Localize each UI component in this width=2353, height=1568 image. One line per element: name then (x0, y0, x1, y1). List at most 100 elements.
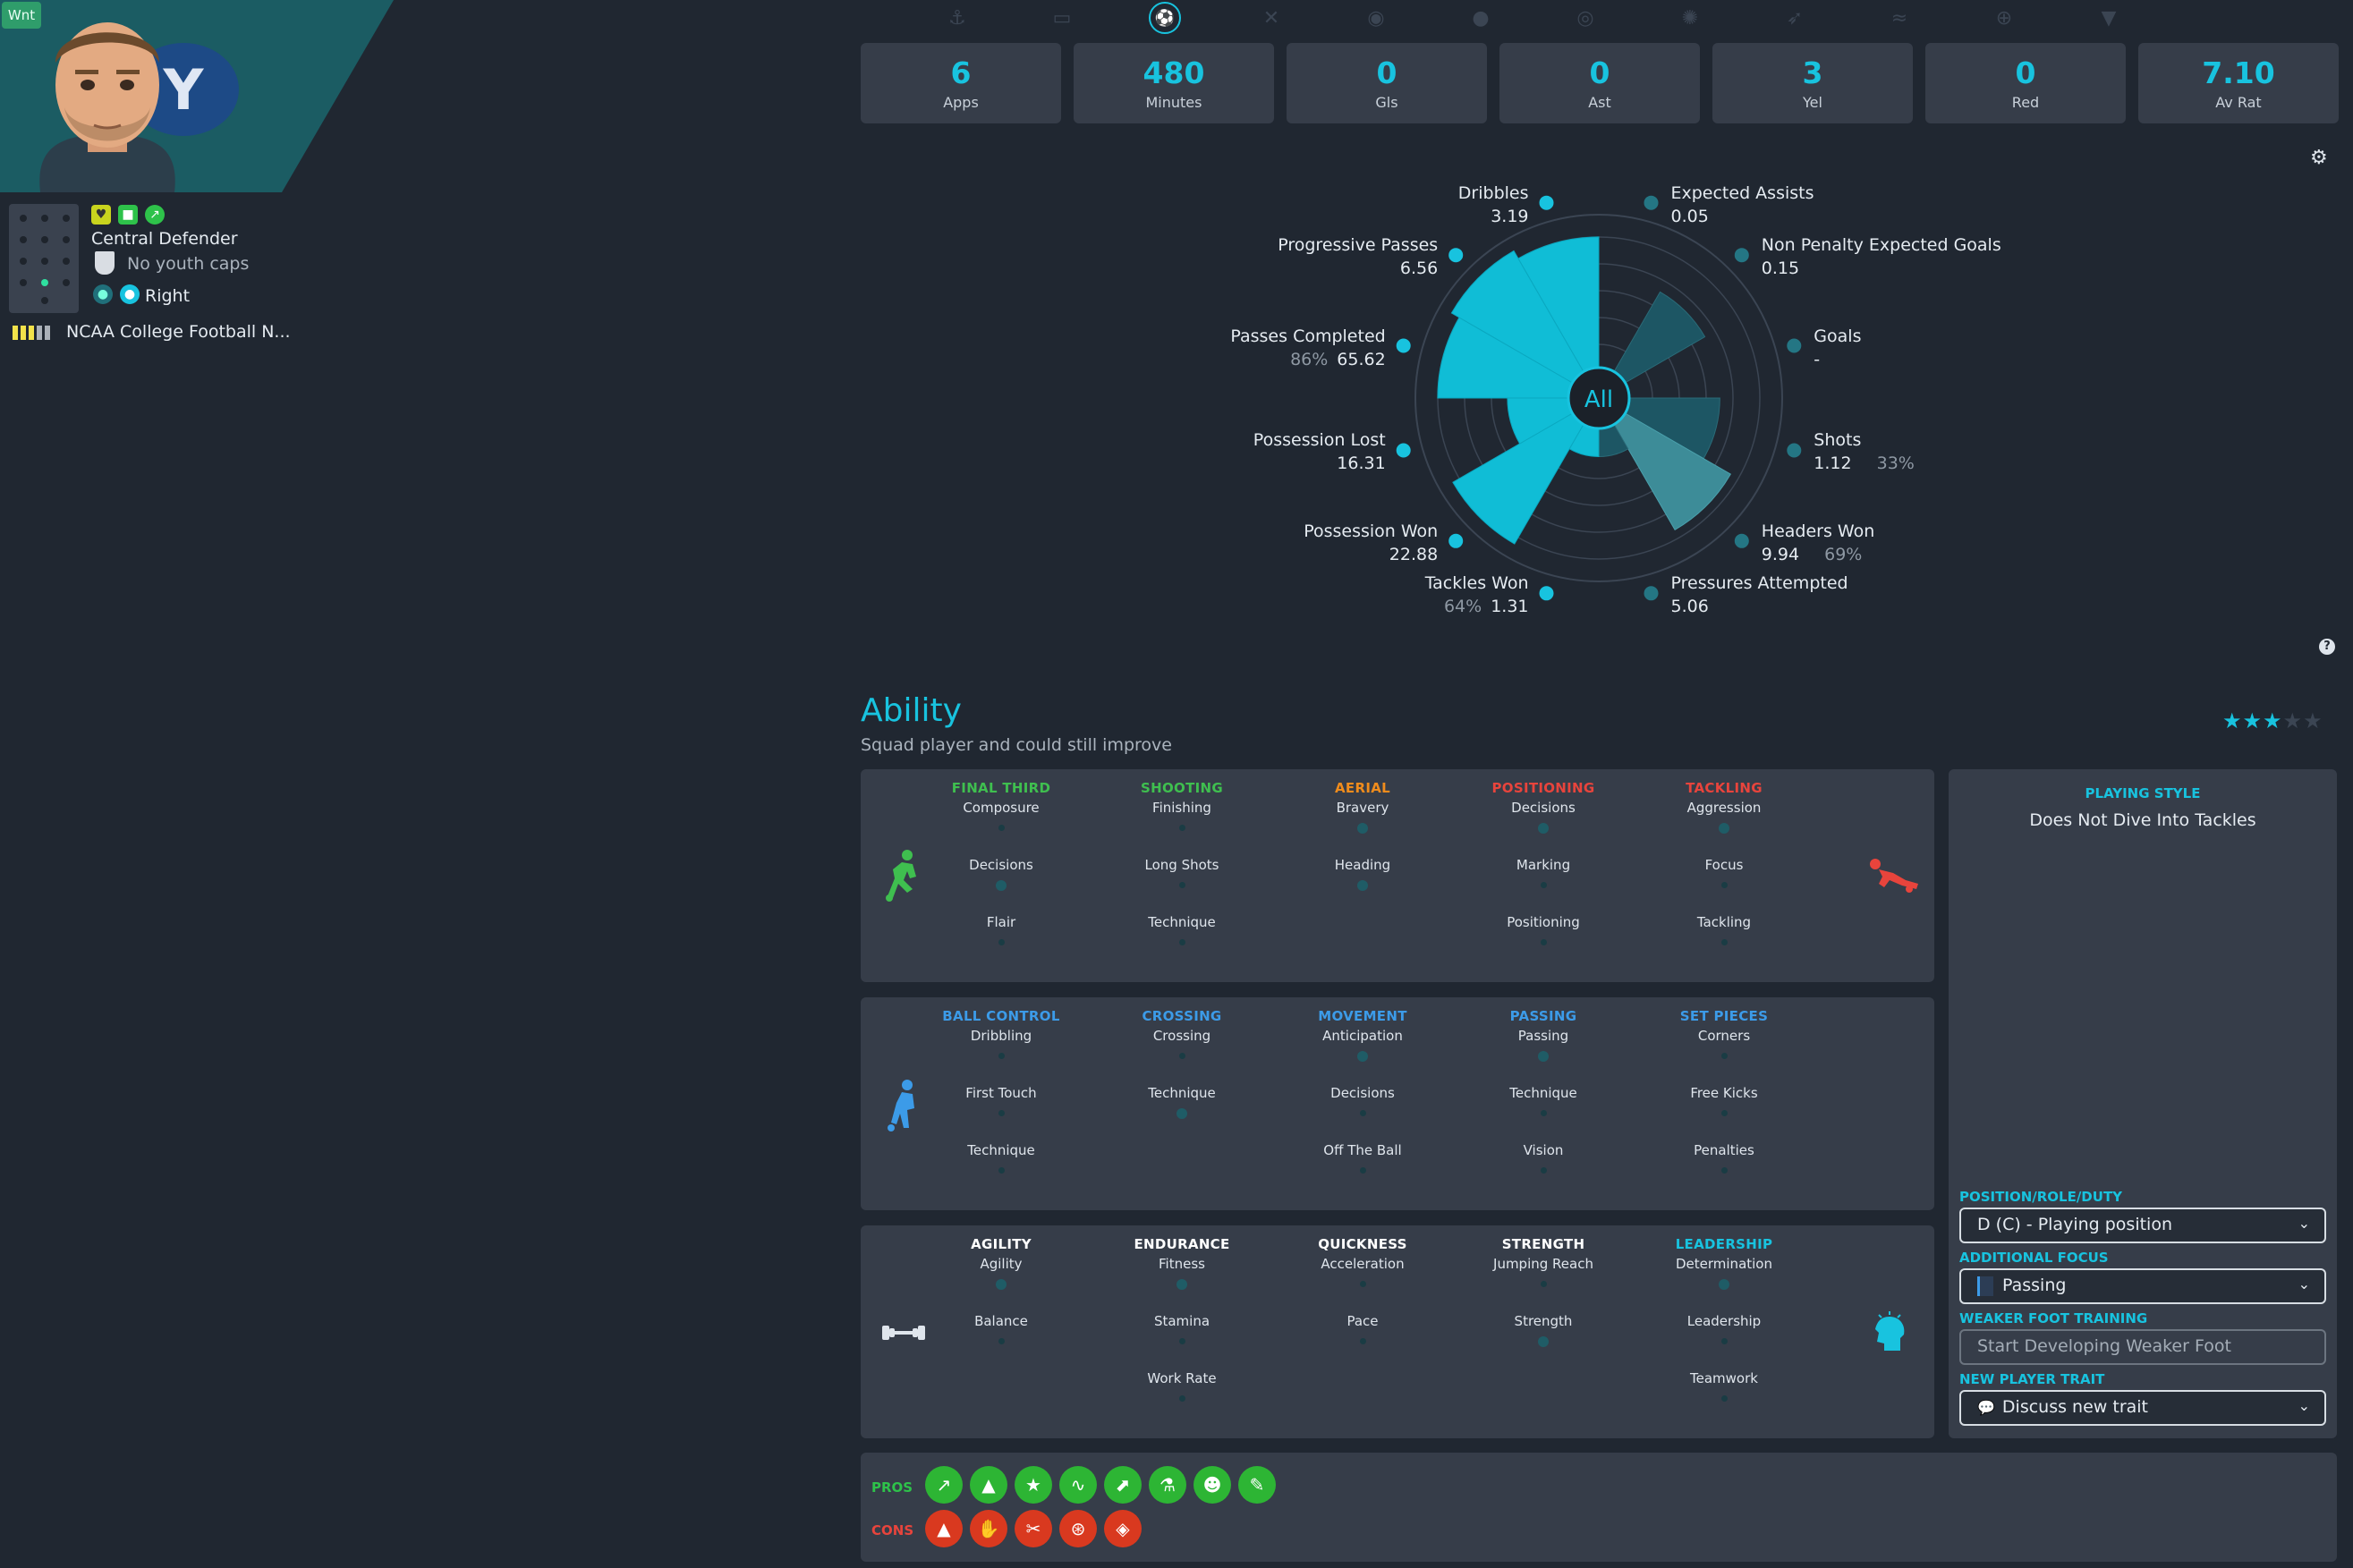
radar-point (1539, 586, 1554, 601)
pass-icon[interactable]: ➶ (1786, 6, 1804, 30)
attribute-item[interactable]: Vision (1458, 1142, 1628, 1199)
weaker-foot-button[interactable]: Start Developing Weaker Foot (1959, 1329, 2326, 1365)
player-development-panel: PLAYING STYLE Does Not Dive Into Tackles (1949, 769, 2337, 1438)
wave-icon[interactable]: ≈ (1890, 6, 1908, 30)
attribute-item[interactable]: Technique (916, 1142, 1086, 1199)
attribute-item[interactable]: First Touch (916, 1085, 1086, 1142)
attribute-item[interactable]: Passing (1458, 1028, 1628, 1085)
settings-gear-icon[interactable]: ⚙ (2310, 147, 2328, 169)
attribute-item[interactable]: Anticipation (1278, 1028, 1448, 1085)
radar-label: Pressures Attempted 5.06 (1670, 573, 1848, 617)
cone-face-icon[interactable]: ▲ (925, 1510, 963, 1547)
attribute-label: Penalties (1694, 1142, 1754, 1158)
attribute-item[interactable]: Technique (1097, 1085, 1267, 1142)
chevron-down-icon: ⌄ (2298, 1397, 2310, 1414)
wheel-icon[interactable]: ✺ (1681, 6, 1699, 30)
attribute-group-movement: MOVEMENT Anticipation Decisions Off The Bal… (1278, 1008, 1448, 1199)
help-icon[interactable]: ? (2319, 639, 2335, 655)
attribute-item[interactable]: Stamina (1097, 1313, 1267, 1370)
speech-bubble-icon: 💬 (1977, 1399, 1995, 1416)
attribute-item[interactable]: Acceleration (1278, 1256, 1448, 1313)
attribute-item[interactable]: Bravery (1278, 800, 1448, 857)
attribute-item[interactable]: Crossing (1097, 1028, 1267, 1085)
attribute-item[interactable]: Heading (1278, 857, 1448, 914)
stat-minutes[interactable]: 480 Minutes (1074, 43, 1274, 123)
flask-icon[interactable]: ⚗ (1149, 1466, 1186, 1504)
attribute-item[interactable]: Decisions (1278, 1085, 1448, 1142)
attribute-item[interactable]: Strength (1458, 1313, 1628, 1370)
cross-icon[interactable]: ✕ (1262, 6, 1280, 30)
trend-icon[interactable]: ↗ (925, 1466, 963, 1504)
attribute-item[interactable]: Finishing (1097, 800, 1267, 857)
star-icon: ★ (2242, 708, 2264, 733)
attribute-item[interactable]: Technique (1097, 914, 1267, 971)
stat-yel[interactable]: 3 Yel (1712, 43, 1913, 123)
scissors-icon[interactable]: ✂ (1015, 1510, 1052, 1547)
attribute-label: Decisions (1330, 1085, 1395, 1101)
handshake-icon[interactable]: ✋ (970, 1510, 1007, 1547)
crosshair-icon[interactable]: ⊕ (1995, 6, 2013, 30)
attribute-item[interactable]: Agility (916, 1256, 1086, 1313)
attribute-item[interactable]: Balance (916, 1313, 1086, 1370)
star-icon[interactable]: ★ (1015, 1466, 1052, 1504)
car-icon[interactable]: ▭ (1052, 6, 1072, 30)
stat-ast[interactable]: 0 Ast (1499, 43, 1700, 123)
attribute-group-heading: ENDURANCE (1134, 1236, 1230, 1252)
attribute-rating-dot (998, 1053, 1005, 1059)
attribute-item[interactable]: Off The Ball (1278, 1142, 1448, 1199)
club-name[interactable]: NCAA College Football N... (66, 322, 291, 342)
position-role-duty-dropdown[interactable]: D (C) - Playing position ⌄ (1959, 1208, 2326, 1243)
attribute-item[interactable]: Pace (1278, 1313, 1448, 1370)
target-icon[interactable]: ◎ (1576, 6, 1594, 30)
stat-av-rat[interactable]: 7.10 Av Rat (2138, 43, 2339, 123)
attribute-item[interactable]: Penalties (1639, 1142, 1809, 1199)
radar-label: Non Penalty Expected Goals 0.15 (1761, 235, 2001, 279)
ball-icon[interactable]: ● (1472, 6, 1490, 30)
avatar (39, 22, 175, 192)
ability-title: Ability (861, 692, 962, 729)
attribute-item[interactable]: Free Kicks (1639, 1085, 1809, 1142)
attribute-group-heading: TACKLING (1686, 780, 1763, 796)
stat-red[interactable]: 0 Red (1925, 43, 2126, 123)
cone-icon[interactable]: ▲ (970, 1466, 1007, 1504)
bandage-icon[interactable]: ✎ (1238, 1466, 1276, 1504)
stat-gls[interactable]: 0 Gls (1287, 43, 1487, 123)
attribute-item[interactable]: Flair (916, 914, 1086, 971)
attribute-item[interactable]: Decisions (1458, 800, 1628, 857)
attribute-item[interactable]: Jumping Reach (1458, 1256, 1628, 1313)
attribute-item[interactable]: Work Rate (1097, 1370, 1267, 1428)
head-icon[interactable]: ☻ (1193, 1466, 1231, 1504)
cone-target-icon[interactable]: ◈ (1104, 1510, 1142, 1547)
attribute-item[interactable]: Marking (1458, 857, 1628, 914)
radar-ring (1544, 343, 1653, 453)
anchor-icon[interactable]: ⚓ (948, 6, 966, 30)
eye-icon[interactable]: ◉ (1367, 6, 1385, 30)
attribute-item[interactable]: Corners (1639, 1028, 1809, 1085)
wave-icon[interactable]: ∿ (1059, 1466, 1097, 1504)
attribute-rating-dot (998, 825, 1005, 831)
attribute-item[interactable]: Composure (916, 800, 1086, 857)
additional-focus-dropdown[interactable]: Passing ⌄ (1959, 1268, 2326, 1304)
attribute-rating-dot (1720, 882, 1728, 888)
attribute-item[interactable]: Focus (1639, 857, 1809, 914)
attribute-label: Technique (1509, 1085, 1577, 1101)
attribute-item[interactable]: Leadership (1639, 1313, 1809, 1370)
attribute-item[interactable]: Determination (1639, 1256, 1809, 1313)
radar-sector (1613, 291, 1706, 384)
wolf-icon[interactable]: ▼ (2101, 6, 2117, 30)
wanted-badge[interactable]: Wnt (2, 2, 41, 29)
attribute-item[interactable]: Dribbling (916, 1028, 1086, 1085)
attribute-item[interactable]: Tackling (1639, 914, 1809, 971)
attribute-item[interactable]: Teamwork (1639, 1370, 1809, 1428)
attribute-item[interactable]: Long Shots (1097, 857, 1267, 914)
stat-apps[interactable]: 6 Apps (861, 43, 1061, 123)
attribute-item[interactable]: Fitness (1097, 1256, 1267, 1313)
attribute-item[interactable]: Positioning (1458, 914, 1628, 971)
new-trait-dropdown[interactable]: 💬 Discuss new trait ⌄ (1959, 1390, 2326, 1426)
attribute-item[interactable]: Technique (1458, 1085, 1628, 1142)
dribble-icon[interactable]: ⚽ (1149, 2, 1181, 34)
attribute-item[interactable]: Decisions (916, 857, 1086, 914)
circles-icon[interactable]: ⊛ (1059, 1510, 1097, 1547)
trend-cone-icon[interactable]: ⬈ (1104, 1466, 1142, 1504)
attribute-item[interactable]: Aggression (1639, 800, 1809, 857)
